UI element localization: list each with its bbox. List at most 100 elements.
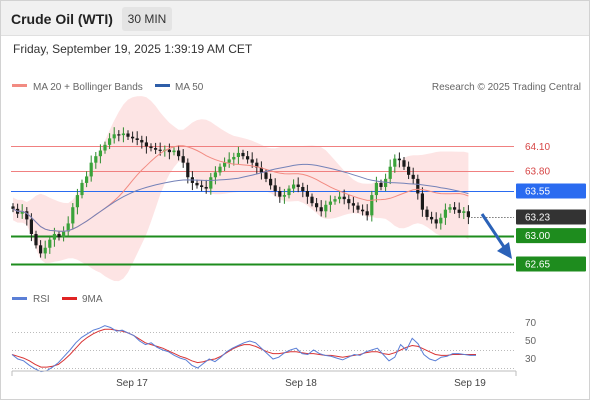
last-price-badge: 63.23 [525,212,550,223]
candle-body [25,211,29,220]
candle-body [131,136,135,139]
candle-body [292,184,296,189]
rsi-legend-label: RSI [33,294,50,305]
candle-body [255,162,259,168]
candle-body [126,133,130,137]
candle-body [204,186,208,189]
candle-body [319,207,323,212]
candle-body [149,146,153,149]
candle-body [144,142,148,147]
last-price-badge-bg [516,209,586,225]
candle-body [121,133,125,136]
candle-body [365,211,369,216]
candle-body [227,159,231,163]
candle-body [430,216,434,220]
rsi-axis-50: 50 [525,336,537,347]
candle-body [85,176,89,183]
candle-body [98,150,102,157]
rsi-axis-30: 30 [525,354,537,365]
candle-body [135,138,139,140]
candle-body [315,203,319,208]
rsi-ma-legend-swatch [62,297,77,300]
candle-body [420,193,424,210]
candle-body [186,162,190,178]
pivot-badge: 63.55 [525,187,550,198]
candle-body [388,166,392,179]
rsi-line [11,325,476,373]
rsi-legend-swatch [12,297,27,300]
datetime-label: Friday, September 19, 2025 1:39:19 AM CE… [13,42,253,56]
candle-body [462,211,466,213]
rsi-panel: 70 50 30 [11,318,537,373]
candle-body [361,209,365,212]
candle-body [236,152,240,157]
candle-body [379,182,383,187]
s2-badge-bg [516,256,586,272]
candle-body [356,205,360,210]
candle-body [172,150,176,153]
candle-body [301,186,305,192]
candle-body [434,219,438,224]
candle-body [328,201,332,205]
candle-body [223,162,227,167]
candle-body [52,233,56,240]
candle-body [466,211,470,217]
ma20-legend-swatch [12,84,27,87]
timeframe-button[interactable]: 30 MIN [122,7,172,31]
x-label-sep18: Sep 18 [285,378,317,389]
ma20-legend-label: MA 20 + Bollinger Bands [33,82,143,93]
candle-body [278,191,282,197]
s2-badge: 62.65 [525,259,550,270]
candle-body [416,178,420,194]
candle-body [407,166,411,175]
candle-body [66,223,70,232]
candle-body [232,156,236,160]
x-label-sep19: Sep 19 [454,378,486,389]
candle-body [457,209,461,213]
candle-body [384,178,388,187]
ma50-legend-swatch [155,84,170,87]
candle-body [195,182,199,186]
candle-body [29,219,33,234]
candle-body [181,156,185,163]
header-bar: Crude Oil (WTI) 30 MIN [1,1,589,36]
candle-body [20,211,24,214]
ma50-legend-label: MA 50 [175,82,204,93]
s1-badge: 63.00 [525,231,550,242]
research-credit: Research © 2025 Trading Central [432,82,581,93]
resistance-2-label: 64.10 [525,142,550,153]
candle-body [158,149,162,151]
rsi-ma-line [11,328,476,368]
candle-body [62,231,66,238]
candle-body [112,134,116,139]
candle-body [80,182,84,196]
candle-body [259,167,263,173]
candle-body [209,177,213,189]
candle-body [333,199,337,202]
candle-body [89,162,93,177]
candle-body [117,134,121,136]
candle-body [393,158,397,167]
pivot-badge-bg [516,183,586,199]
candle-body [200,185,204,187]
rsi-axis-70: 70 [525,318,537,329]
x-label-sep17: Sep 17 [116,378,148,389]
candle-body [370,195,374,216]
candle-body [213,172,217,178]
candle-body [453,207,457,210]
candle-body [154,148,158,150]
candle-body [43,247,47,254]
candle-body [439,217,443,224]
candle-body [71,207,75,224]
candle-body [39,245,43,254]
candle-body [241,152,245,157]
candle-body [167,149,171,153]
candle-body [103,144,107,151]
s1-badge-bg [516,228,586,244]
candle-body [397,158,401,161]
ma50-line [12,163,469,232]
candle-body [177,150,181,157]
candle-body [287,188,291,196]
candle-body [425,209,429,217]
candle-body [374,182,378,196]
